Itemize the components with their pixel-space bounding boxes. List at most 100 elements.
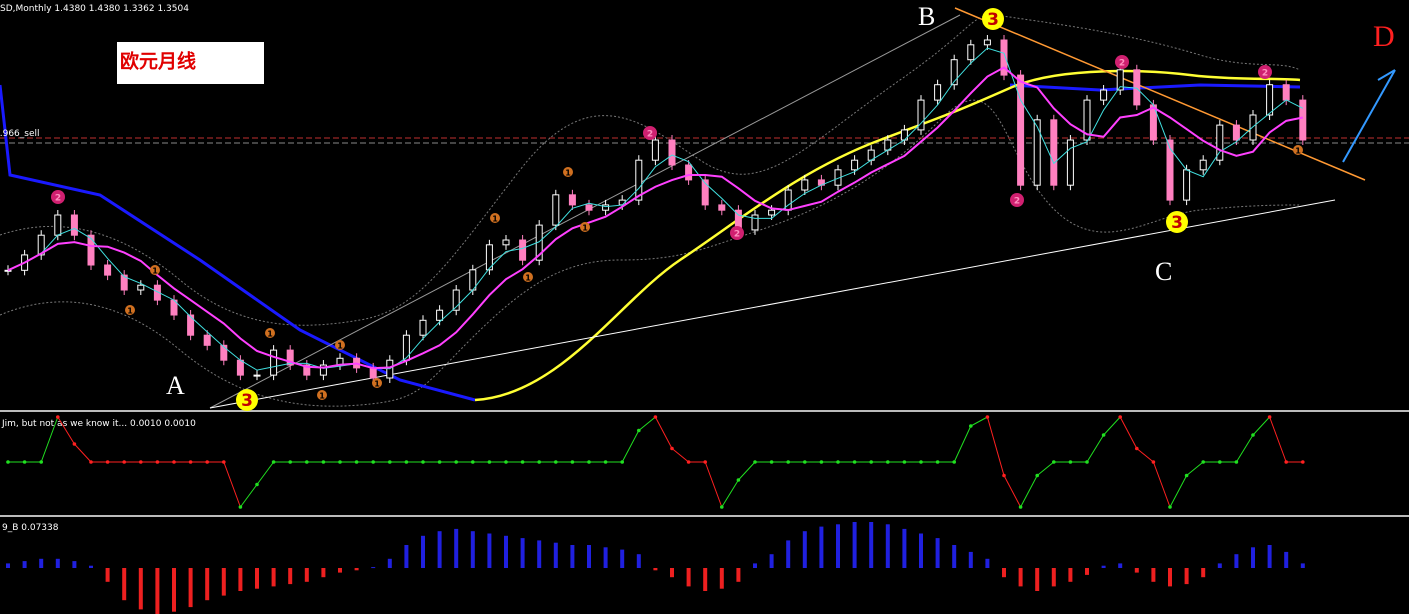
marker xyxy=(1115,55,1129,69)
indicator-segment xyxy=(1036,461,1055,476)
indicator-point xyxy=(72,442,77,446)
histogram-bar xyxy=(504,535,508,568)
indicator-segment xyxy=(1169,475,1188,508)
indicator-segment xyxy=(1103,416,1121,436)
histogram-bar xyxy=(371,567,376,569)
indicator-point xyxy=(1052,460,1056,464)
indicator-segment xyxy=(738,461,756,481)
candle-body xyxy=(768,209,776,216)
histogram-bar xyxy=(1018,568,1023,587)
histogram-bar xyxy=(1085,568,1089,575)
indicator-point xyxy=(720,505,724,509)
candle-body xyxy=(1216,124,1224,161)
indicator-point xyxy=(1301,460,1305,464)
histogram-bar xyxy=(321,568,326,578)
histogram-bar xyxy=(935,538,940,568)
histogram-bar xyxy=(188,568,193,608)
indicator-point xyxy=(1201,460,1205,464)
indicator-point xyxy=(985,415,990,419)
indicator-segment xyxy=(671,448,689,463)
marker xyxy=(125,305,135,315)
indicator-segment xyxy=(1136,448,1154,463)
candle-body xyxy=(452,289,460,311)
histogram-bar xyxy=(719,568,724,589)
marker xyxy=(51,190,65,204)
histogram-bar xyxy=(836,524,840,568)
indicator-point xyxy=(703,460,707,464)
histogram-bar xyxy=(919,533,923,568)
indicator-point xyxy=(89,460,93,464)
histogram-bar xyxy=(354,568,359,571)
candle-body xyxy=(1050,119,1058,186)
indicator-point xyxy=(769,460,774,464)
indicator-point xyxy=(969,424,973,428)
indicator-segment xyxy=(1020,475,1038,508)
histogram-bar xyxy=(653,568,658,571)
histogram-bar xyxy=(1035,568,1040,591)
histogram-bar xyxy=(105,568,110,582)
indicator-segment xyxy=(57,416,75,445)
histogram-bar xyxy=(1151,568,1156,582)
marker-label: 2 xyxy=(647,130,653,140)
candle-body xyxy=(436,309,444,321)
candle-body xyxy=(402,334,410,361)
ma-long xyxy=(0,84,476,402)
candle-body xyxy=(120,274,128,291)
marker-label: 2 xyxy=(734,230,740,240)
histogram-bar xyxy=(603,547,608,568)
indicator-point xyxy=(952,460,956,464)
histogram-bar xyxy=(587,545,591,568)
indicator-point xyxy=(653,415,658,419)
candle-body xyxy=(1083,99,1091,141)
indicator-segment xyxy=(1003,475,1022,508)
indicator-point xyxy=(39,460,43,464)
indicator-point xyxy=(935,460,940,464)
candle-body xyxy=(1017,74,1025,186)
candle-body xyxy=(751,214,759,231)
candle-body xyxy=(270,349,278,376)
wave-label: D xyxy=(1373,20,1395,53)
marker xyxy=(1258,65,1272,79)
indicator-point xyxy=(354,460,359,464)
marker-label: 2 xyxy=(1262,69,1268,79)
histogram-bar xyxy=(769,554,774,568)
chart-label: 欧元月线 xyxy=(120,50,196,73)
histogram-bar xyxy=(1118,563,1123,568)
histogram-bar xyxy=(421,535,425,568)
indicator-point xyxy=(836,460,840,464)
candle-body xyxy=(950,59,958,86)
indicator-point xyxy=(620,460,624,464)
indicator-point xyxy=(139,460,143,464)
ma-long xyxy=(1009,83,1301,92)
indicator-point xyxy=(520,460,525,464)
marker-label: 1 xyxy=(152,267,158,276)
indicator-point xyxy=(852,460,857,464)
indicator-point xyxy=(686,460,691,464)
marker xyxy=(1166,211,1188,233)
indicator-point xyxy=(1085,460,1089,464)
histogram-bar xyxy=(802,531,807,568)
histogram-bar xyxy=(736,568,741,582)
marker-label: 1 xyxy=(1295,147,1301,156)
indicator-segment xyxy=(1269,416,1287,463)
indicator-point xyxy=(487,460,492,464)
indicator-point xyxy=(670,446,674,451)
indicator-point xyxy=(288,460,293,464)
histogram-bar xyxy=(72,561,77,568)
indicator-point xyxy=(803,460,807,464)
band-upper xyxy=(0,14,1301,326)
candle-body xyxy=(934,84,942,101)
indicator-segment xyxy=(638,416,656,431)
histogram-bar xyxy=(1201,568,1206,578)
overlay: 3 3 3 1 1 1 1 1 1 1 1 1 1 1 2 2 2 2 2 2 xyxy=(7,8,1304,411)
histogram-bar xyxy=(1134,568,1139,573)
histogram-bar xyxy=(620,549,625,568)
histogram-bar xyxy=(703,568,708,591)
indicator-point xyxy=(554,460,558,464)
marker xyxy=(236,389,258,411)
marker-label: 1 xyxy=(127,307,133,316)
indicator-point xyxy=(1218,460,1222,464)
indicator-point xyxy=(1151,460,1156,464)
candle-body xyxy=(70,214,78,236)
indicator-point xyxy=(188,460,193,464)
